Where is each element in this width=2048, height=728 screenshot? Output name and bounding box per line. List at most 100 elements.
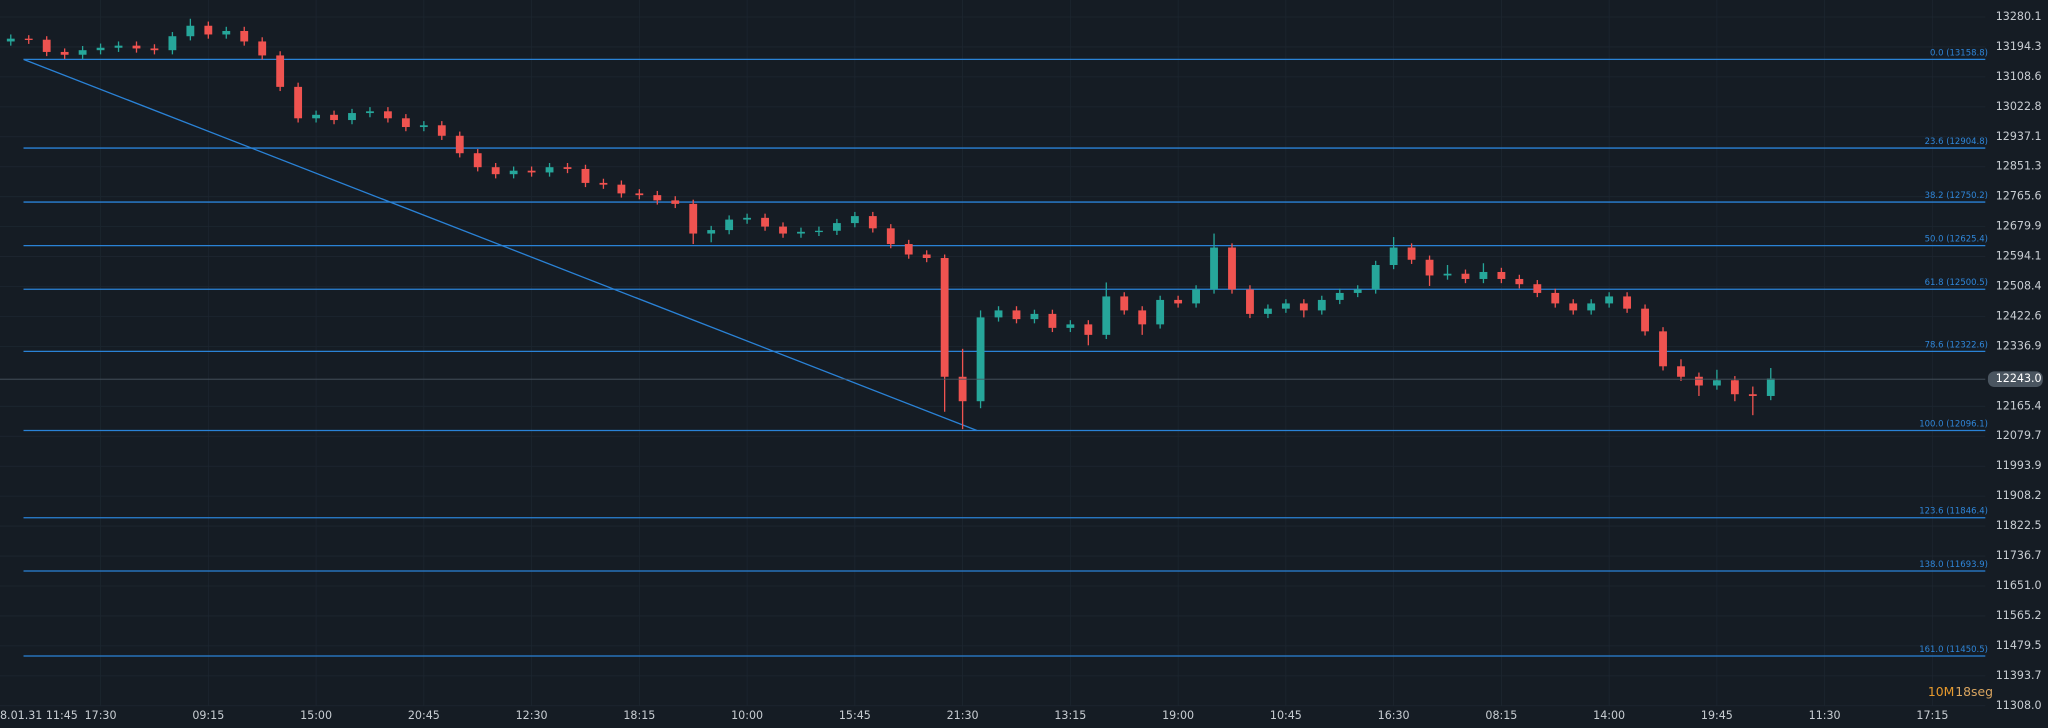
candle-body [491,167,500,175]
candle-body [1084,324,1093,335]
candle-body [707,230,716,234]
candle-body [1353,289,1362,293]
candle-body [150,48,159,51]
interval: 10M [1928,684,1954,699]
candle-body [222,30,231,35]
candle-body [599,182,608,185]
y-tick-label: 12765.6 [1996,190,2042,203]
y-tick-label: 12937.1 [1996,130,2042,143]
candle-body [6,38,15,42]
candle-body [635,193,644,196]
candle-body [258,41,267,56]
candle-body [797,231,805,234]
candle-body [1299,303,1308,311]
candle-body [276,55,285,87]
x-tick-label: 21:30 [947,709,979,722]
y-tick-label: 11393.7 [1996,669,2042,682]
y-tick-label: 13022.8 [1996,100,2042,113]
x-tick-label: 19:45 [1701,709,1733,722]
candle-body [132,45,141,49]
x-tick-label: 09:15 [192,709,224,722]
candle-body [1192,289,1200,304]
y-tick-label: 11479.5 [1996,639,2042,652]
y-tick-label: 11308.0 [1996,699,2042,712]
x-tick-label: 8.01.31 11:45 [0,709,78,722]
axes: 13280.1 13194.3 13108.6 13022.8 12937.1 12851… [0,10,2043,722]
candle-body [330,114,338,121]
x-tick-label: 11:30 [1809,709,1841,722]
y-tick-label: 11736.7 [1996,549,2042,562]
candle-body [1371,264,1380,290]
candle-body [743,217,752,220]
current-price-badge [1987,371,2043,388]
candle-body [994,310,1003,318]
y-tick-label: 12165.4 [1996,399,2042,412]
current-price-label: 12243.0 [1996,372,2042,385]
candle-body [384,111,392,119]
candle-body [832,223,841,231]
candle-body [42,39,51,52]
x-tick-label: 16:30 [1378,709,1410,722]
x-tick-label: 17:15 [1916,709,1948,722]
y-tick-label: 13194.3 [1996,40,2042,53]
candle-body [1551,292,1560,304]
y-tick-label: 12851.3 [1996,160,2042,173]
candle-body [1156,299,1165,325]
candle-body [1281,303,1290,309]
candle-body [1497,271,1506,279]
candle-body [1246,289,1254,314]
candle-body [617,184,626,194]
candle-body [1623,296,1632,309]
candle-body [1479,271,1488,279]
candle-body [1066,324,1075,328]
candles [6,18,1775,430]
candle-body [168,36,177,51]
y-tick-label: 11565.2 [1996,609,2042,622]
y-tick-label: 12336.9 [1996,339,2042,352]
fib-level-label: 78.6 (12322.6) [1925,340,1988,350]
y-tick-label: 11651.0 [1996,579,2042,592]
candle-body [401,118,410,128]
x-tick-label: 12:30 [516,709,548,722]
candle-body [1102,296,1111,335]
candle-body [1748,394,1757,396]
y-tick-label: 12679.9 [1996,220,2042,233]
x-tick-label: 14:00 [1593,709,1625,722]
candle-body [1030,313,1039,320]
candle-body [940,258,949,377]
candle-body [1533,284,1542,293]
candle-body [1461,273,1470,279]
candle-body [204,25,213,35]
candle-body [904,244,913,255]
candle-body [1605,296,1614,304]
candle-body [1443,273,1452,276]
candle-body [1048,313,1057,328]
candle-body [1210,247,1218,290]
y-tick-label: 12508.4 [1996,280,2042,293]
candle-body [976,317,985,402]
candle-body [761,217,769,227]
fib-level-label: 50.0 (12625.4) [1925,235,1988,245]
candle-body [1641,308,1649,332]
candle-body [725,219,734,231]
candle-body [958,376,967,402]
candle-body [1515,278,1524,285]
fib-level-label: 100.0 (12096.1) [1919,419,1988,429]
countdown: 18seg [1955,684,1993,699]
candle-body [1677,366,1685,377]
candle-body [1659,331,1667,367]
x-tick-label: 08:15 [1485,709,1517,722]
fib-trend-line [23,58,978,432]
y-tick-label: 12422.6 [1996,309,2042,322]
y-tick-label: 11822.5 [1996,519,2042,532]
x-tick-label: 19:00 [1162,709,1194,722]
candle-body [671,200,680,204]
candle-body [1120,296,1129,311]
candle-body [419,125,428,128]
candle-body [294,86,303,119]
candle-body [689,203,698,234]
candle-body [78,50,87,55]
x-tick-label: 18:15 [623,709,655,722]
fib-level-label: 0.0 (13158.8) [1930,48,1988,58]
